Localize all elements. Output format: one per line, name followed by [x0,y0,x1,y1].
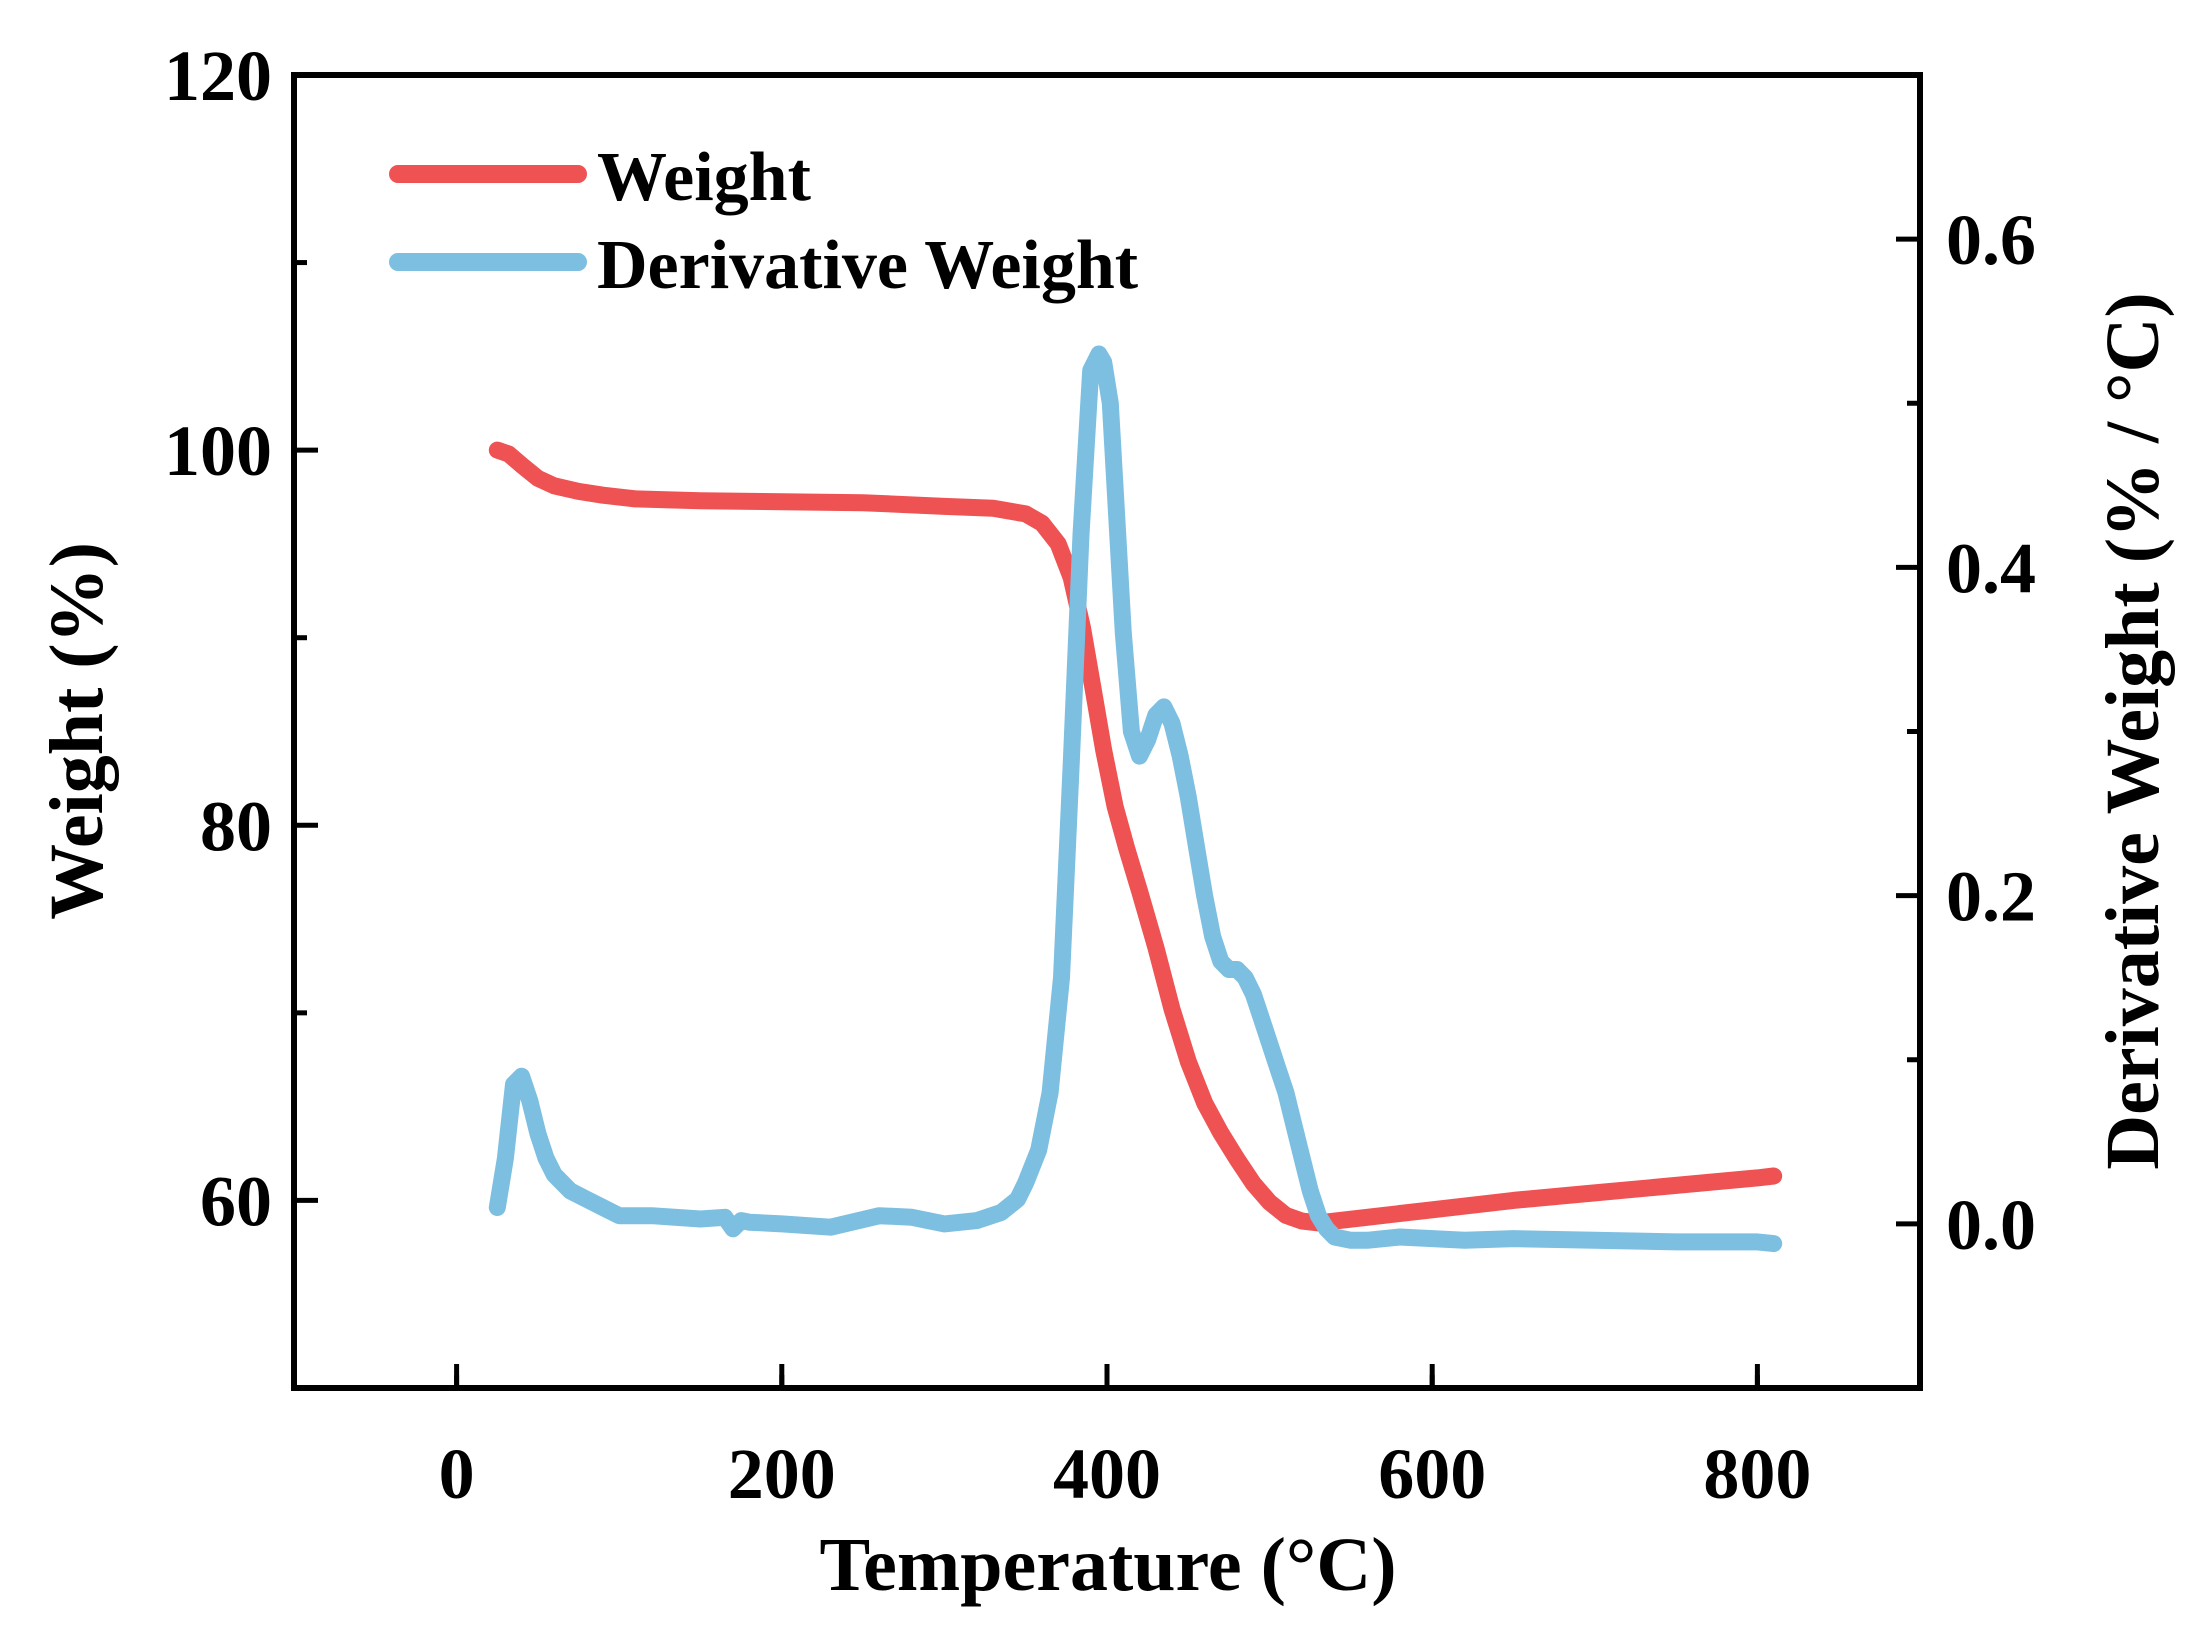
x-tick-label: 200 [728,1434,836,1514]
x-axis-title: Temperature (°C) [819,1523,1396,1607]
y2-tick-label: 0.4 [1946,528,2036,608]
y2-axis-title: Derivative Weight (% / °C) [2091,292,2175,1170]
legend-label-derivative-weight: Derivative Weight [597,227,1138,304]
legend: Weight Derivative Weight [389,139,1138,304]
series-line-weight [488,441,1783,1232]
x-tick-label: 800 [1703,1434,1811,1514]
y-axis-title: Weight (%) [35,542,119,920]
y2-tick-label: 0.6 [1946,200,2036,280]
series-line-derivative-weight [488,345,1783,1253]
x-tick-label: 400 [1053,1434,1161,1514]
tick-labels-layer: 0 200 400 600 800 60 80 100 120 0.0 0.2 0.4 0.6 [164,36,2036,1514]
x-tick-label: 600 [1378,1434,1486,1514]
x-tick-label: 0 [439,1434,475,1514]
y-tick-label: 80 [200,786,272,866]
ticks-layer [294,72,1920,1388]
series-layer [488,345,1783,1253]
y2-tick-label: 0.2 [1946,857,2036,937]
y2-tick-label: 0.0 [1946,1185,2036,1265]
y-tick-label: 100 [164,411,272,491]
legend-label-weight: Weight [597,139,811,216]
y-tick-label: 120 [164,36,272,116]
y-tick-label: 60 [200,1161,272,1241]
